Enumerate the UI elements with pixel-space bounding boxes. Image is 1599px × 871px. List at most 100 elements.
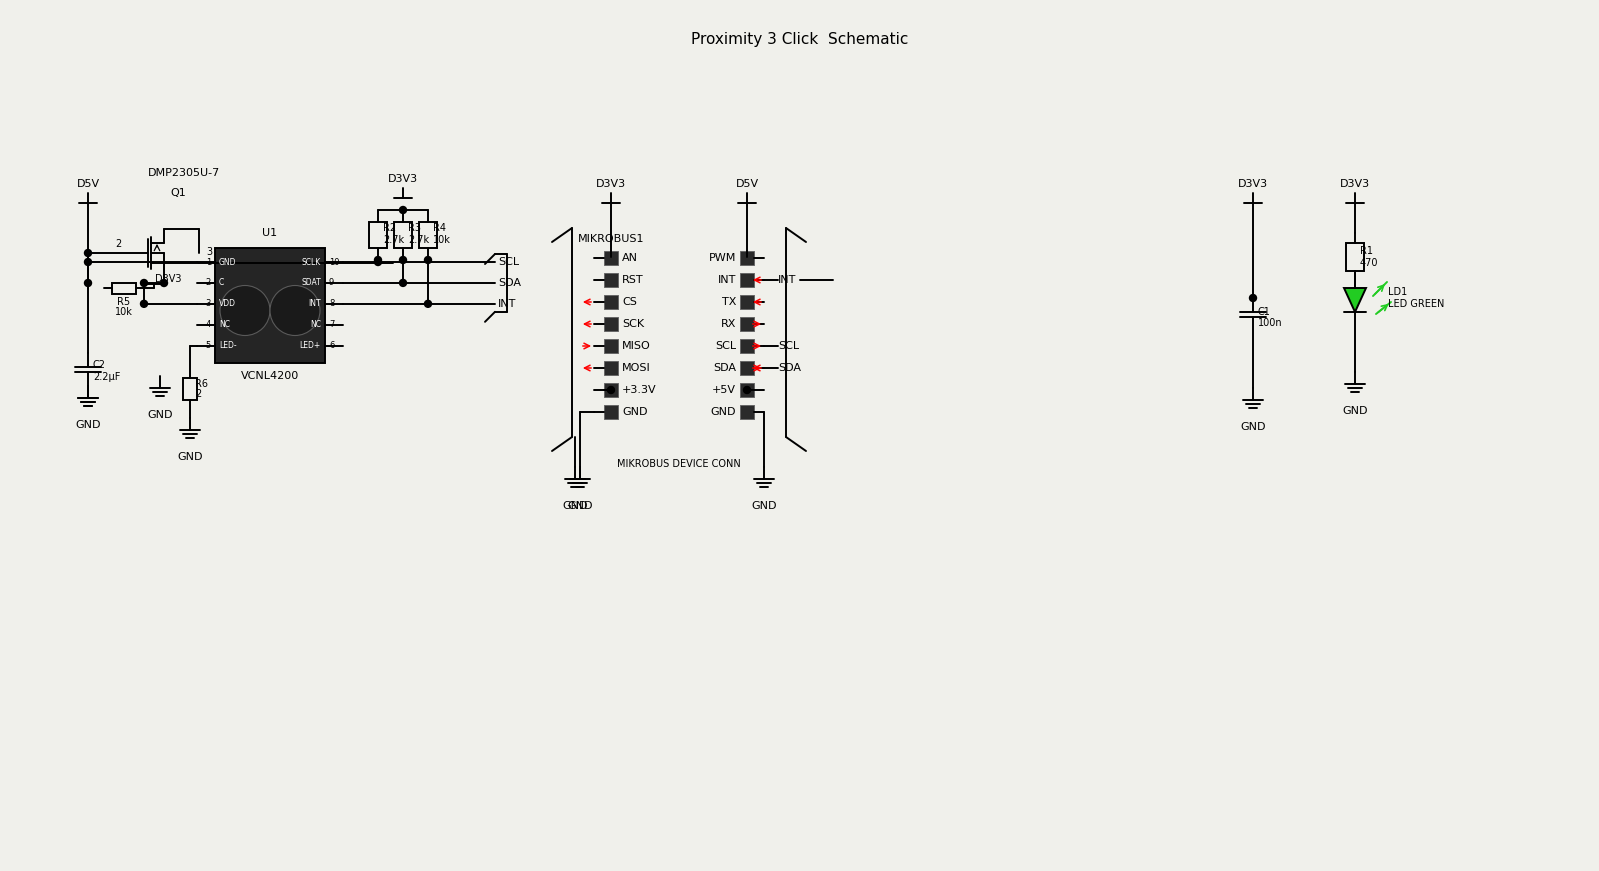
Circle shape <box>85 249 91 256</box>
Text: C2: C2 <box>93 360 106 370</box>
Text: INT: INT <box>309 300 321 308</box>
Text: D3V3: D3V3 <box>155 274 182 284</box>
Circle shape <box>424 300 432 307</box>
Text: U1: U1 <box>262 228 278 238</box>
Text: GND: GND <box>147 410 173 420</box>
Circle shape <box>85 280 91 287</box>
Text: LED+: LED+ <box>299 341 321 350</box>
Circle shape <box>400 256 406 264</box>
Text: MIKROBUS DEVICE CONN: MIKROBUS DEVICE CONN <box>617 459 740 469</box>
Text: SCK: SCK <box>622 319 644 329</box>
Text: MISO: MISO <box>622 341 651 351</box>
Text: SCL: SCL <box>497 257 520 267</box>
Text: 7: 7 <box>329 321 334 329</box>
Text: 10k: 10k <box>115 307 133 317</box>
Circle shape <box>85 259 91 266</box>
Bar <box>740 251 755 265</box>
Text: LED-: LED- <box>219 341 237 350</box>
Bar <box>604 295 617 309</box>
Text: 3: 3 <box>206 300 211 308</box>
Text: 1: 1 <box>206 258 211 267</box>
Text: LED GREEN: LED GREEN <box>1388 299 1444 309</box>
Text: GND: GND <box>219 258 237 267</box>
Text: R4: R4 <box>433 223 446 233</box>
Text: AN: AN <box>622 253 638 263</box>
Text: 10k: 10k <box>433 235 451 245</box>
Text: GND: GND <box>622 407 648 417</box>
Text: 2.7k: 2.7k <box>408 235 429 245</box>
Text: 3: 3 <box>206 247 213 257</box>
Circle shape <box>608 387 614 394</box>
Text: 9: 9 <box>329 279 334 287</box>
Bar <box>604 361 617 375</box>
Bar <box>740 273 755 287</box>
Circle shape <box>141 300 147 307</box>
Text: INT: INT <box>497 299 516 309</box>
Text: Proximity 3 Click  Schematic: Proximity 3 Click Schematic <box>691 32 908 47</box>
Text: D3V3: D3V3 <box>389 174 417 184</box>
Circle shape <box>424 256 432 264</box>
Circle shape <box>270 286 320 335</box>
Text: C1: C1 <box>1258 307 1271 317</box>
Bar <box>740 339 755 353</box>
Circle shape <box>744 387 750 394</box>
Text: R2: R2 <box>384 223 397 233</box>
Bar <box>740 295 755 309</box>
Bar <box>604 317 617 331</box>
Text: GND: GND <box>177 452 203 462</box>
Text: SCL: SCL <box>715 341 736 351</box>
Bar <box>604 273 617 287</box>
Text: 2: 2 <box>195 389 201 399</box>
Text: RX: RX <box>721 319 736 329</box>
Text: SCL: SCL <box>779 341 800 351</box>
Bar <box>369 222 387 248</box>
Text: D5V: D5V <box>736 179 758 189</box>
Text: +3.3V: +3.3V <box>622 385 657 395</box>
Circle shape <box>374 259 382 266</box>
Text: GND: GND <box>1342 406 1367 416</box>
Text: GND: GND <box>1241 422 1266 432</box>
Circle shape <box>1249 294 1257 301</box>
Text: RST: RST <box>622 275 644 285</box>
Text: 2: 2 <box>206 279 211 287</box>
Circle shape <box>374 256 382 264</box>
Text: NC: NC <box>219 321 230 329</box>
Text: SDA: SDA <box>713 363 736 373</box>
Text: GND: GND <box>710 407 736 417</box>
Text: R3: R3 <box>408 223 421 233</box>
Text: 5: 5 <box>206 341 211 350</box>
Bar <box>182 378 197 400</box>
Text: MIKROBUS1: MIKROBUS1 <box>577 234 644 244</box>
Circle shape <box>400 206 406 213</box>
Text: 2.7k: 2.7k <box>384 235 405 245</box>
Text: D3V3: D3V3 <box>1340 179 1370 189</box>
Bar <box>393 222 413 248</box>
Text: 100n: 100n <box>1258 318 1282 328</box>
Polygon shape <box>1345 288 1366 312</box>
Circle shape <box>160 280 168 287</box>
Text: SDA: SDA <box>779 363 801 373</box>
Text: INT: INT <box>718 275 736 285</box>
Bar <box>740 383 755 397</box>
Bar <box>740 361 755 375</box>
Circle shape <box>141 280 147 287</box>
Text: 8: 8 <box>329 300 334 308</box>
Text: +5V: +5V <box>712 385 736 395</box>
Bar <box>604 383 617 397</box>
Text: Q1: Q1 <box>169 188 185 198</box>
Text: D3V3: D3V3 <box>1238 179 1268 189</box>
Text: INT: INT <box>779 275 796 285</box>
Text: GND: GND <box>752 501 777 511</box>
Text: 4: 4 <box>206 321 211 329</box>
Bar <box>112 282 136 294</box>
Bar <box>604 251 617 265</box>
Text: 6: 6 <box>329 341 334 350</box>
Circle shape <box>400 280 406 287</box>
Text: SDAT: SDAT <box>301 279 321 287</box>
Bar <box>740 317 755 331</box>
Text: GND: GND <box>563 501 588 511</box>
Text: R6: R6 <box>195 379 208 389</box>
Text: VCNL4200: VCNL4200 <box>241 371 299 381</box>
Text: C: C <box>219 279 224 287</box>
Text: D5V: D5V <box>77 179 99 189</box>
